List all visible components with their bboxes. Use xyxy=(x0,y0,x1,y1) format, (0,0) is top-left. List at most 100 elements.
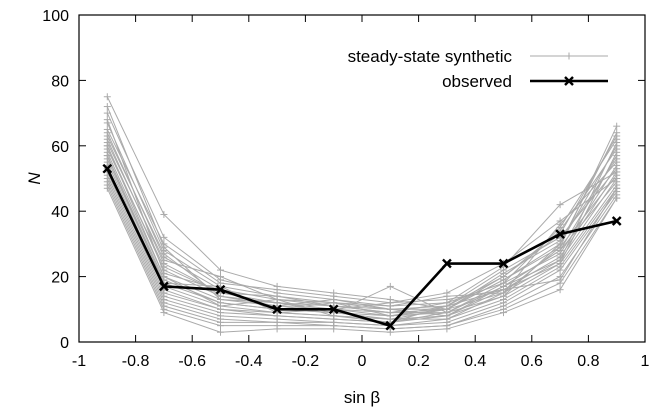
synthetic-line xyxy=(106,178,618,327)
synthetic-point xyxy=(613,158,621,166)
synthetic-line xyxy=(106,96,618,310)
synthetic-point xyxy=(500,273,507,281)
synthetic-point xyxy=(103,103,111,111)
synthetic-point xyxy=(613,175,621,182)
legend-marker-observed-b xyxy=(564,76,574,86)
synthetic-point xyxy=(160,250,168,258)
synthetic-point xyxy=(103,184,111,192)
synthetic-point xyxy=(273,286,281,294)
legend-label-observed: observed xyxy=(442,72,512,91)
synthetic-point xyxy=(273,325,281,333)
observed-point xyxy=(555,229,565,239)
observed-point-b xyxy=(385,320,396,331)
synthetic-series-group xyxy=(103,93,621,336)
x-tick-label: -1 xyxy=(72,353,86,370)
synthetic-point xyxy=(443,289,451,297)
synthetic-line xyxy=(106,106,618,314)
x-tick-label: 0.4 xyxy=(464,353,486,370)
synthetic-realization xyxy=(103,103,621,317)
synthetic-line xyxy=(106,112,618,307)
observed-point-b xyxy=(442,258,452,269)
synthetic-point xyxy=(556,276,564,284)
synthetic-line xyxy=(106,119,618,317)
x-tick-label: -0.2 xyxy=(292,353,320,370)
legend-sample-synthetic xyxy=(530,52,608,60)
observed-point xyxy=(328,304,339,315)
y-tick-label: 20 xyxy=(51,270,69,287)
synthetic-line xyxy=(106,158,618,320)
synthetic-point xyxy=(273,295,281,303)
synthetic-point xyxy=(613,184,621,192)
synthetic-point xyxy=(160,256,168,264)
observed-point xyxy=(215,284,226,295)
synthetic-point xyxy=(160,233,168,241)
synthetic-point xyxy=(556,201,564,209)
synthetic-line xyxy=(106,184,618,330)
observed-point-b xyxy=(328,304,339,315)
synthetic-point xyxy=(103,142,111,150)
synthetic-point xyxy=(160,309,168,317)
y-tick-label: 40 xyxy=(51,204,69,221)
observed-line xyxy=(106,168,617,328)
synthetic-line xyxy=(106,135,618,317)
synthetic-realization xyxy=(103,125,621,307)
observed-point xyxy=(102,163,113,174)
synthetic-line xyxy=(106,145,618,314)
x-tick-label: 0.8 xyxy=(577,353,599,370)
synthetic-point xyxy=(556,240,564,248)
observed-point xyxy=(159,281,169,292)
synthetic-point xyxy=(386,299,394,307)
synthetic-point xyxy=(556,266,564,274)
synthetic-line xyxy=(106,155,618,314)
y-axis-label: N xyxy=(25,172,44,185)
synthetic-line xyxy=(106,188,618,333)
synthetic-point xyxy=(160,210,168,218)
synthetic-point xyxy=(217,295,224,303)
x-tick-label: -0.8 xyxy=(122,353,150,370)
synthetic-point xyxy=(556,246,564,254)
x-tick-label: -0.4 xyxy=(235,353,263,370)
observed-point-b xyxy=(159,281,169,292)
synthetic-realization xyxy=(103,142,621,317)
axis-ticks xyxy=(78,14,646,343)
synthetic-point xyxy=(217,266,224,274)
synthetic-point xyxy=(103,132,111,140)
synthetic-point xyxy=(160,273,168,281)
x-tick-label: 1 xyxy=(641,353,650,370)
tick-labels: -1 -0.8 -0.6 -0.4 -0.2 0 0.2 0.4 0.6 0.8 1 0 20 40 60 8… xyxy=(42,8,649,370)
synthetic-realization xyxy=(103,184,621,336)
synthetic-realization xyxy=(103,142,621,326)
observed-point-b xyxy=(611,216,622,226)
synthetic-point xyxy=(556,286,564,294)
synthetic-point xyxy=(103,152,111,160)
legend-marker-observed xyxy=(564,76,574,86)
synthetic-line xyxy=(106,181,618,330)
synthetic-point xyxy=(500,292,507,300)
synthetic-point xyxy=(556,217,564,225)
synthetic-point xyxy=(613,139,621,147)
synthetic-point xyxy=(103,93,111,101)
y-tick-label: 60 xyxy=(51,139,69,156)
x-tick-label: -0.6 xyxy=(178,353,206,370)
synthetic-point xyxy=(103,125,111,133)
synthetic-point xyxy=(103,116,111,124)
observed-series-group xyxy=(102,163,622,331)
synthetic-point xyxy=(330,325,338,333)
synthetic-point xyxy=(613,129,621,137)
synthetic-point xyxy=(386,328,394,336)
y-tick-label: 0 xyxy=(60,335,69,352)
synthetic-point xyxy=(386,312,394,320)
synthetic-point xyxy=(613,148,621,156)
observed-point-b xyxy=(215,284,226,295)
observed-point-b xyxy=(272,304,282,315)
x-tick-label: 0 xyxy=(358,353,367,370)
synthetic-point xyxy=(330,312,338,320)
observed-point xyxy=(498,258,509,269)
synthetic-point xyxy=(443,325,451,333)
legend-marker-synthetic xyxy=(565,52,573,60)
x-axis-label: sin β xyxy=(344,388,380,407)
synthetic-point xyxy=(500,286,507,294)
observed-point-b xyxy=(102,163,113,174)
